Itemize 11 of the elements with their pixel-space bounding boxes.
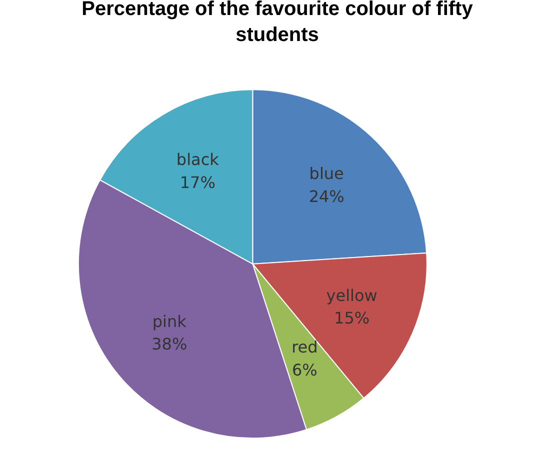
slice-label: black [176,150,220,170]
slice-label: pink [152,312,188,331]
data-label: 24% [308,187,344,206]
data-label: 15% [334,308,370,328]
slice-label: yellow [326,286,378,305]
slice-label: blue [309,164,344,184]
chart-title: Percentage of the favourite colour of fifty students [82,0,474,46]
data-label: 17% [180,172,216,192]
data-label: 38% [152,334,188,354]
data-label: 6% [292,360,318,380]
slice-label: red [292,338,318,357]
